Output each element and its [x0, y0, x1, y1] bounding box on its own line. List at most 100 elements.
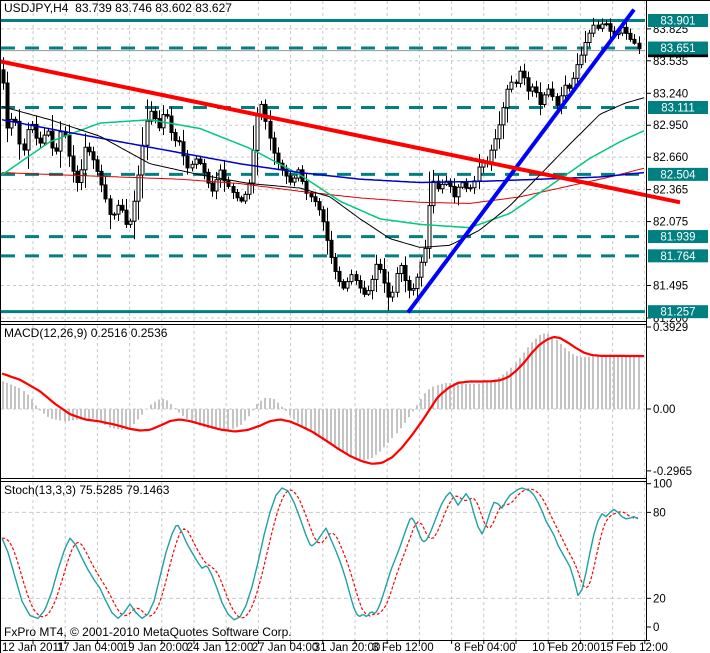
macd-histogram-bar — [117, 409, 119, 430]
macd-panel[interactable] — [1, 325, 645, 478]
macd-histogram-bar — [391, 409, 393, 439]
macd-histogram-bar — [461, 383, 463, 409]
candle-body — [239, 197, 244, 202]
macd-histogram-bar — [580, 357, 582, 409]
candle-body — [321, 209, 326, 223]
price-level-badge-label: 81.764 — [660, 251, 696, 263]
candle-body — [575, 64, 580, 79]
candle-body — [30, 123, 35, 131]
candle-body — [563, 84, 568, 97]
macd-histogram-bar — [273, 399, 275, 409]
candle-body — [17, 120, 22, 145]
price-axis-label: 82.075 — [653, 217, 688, 229]
candle-body — [149, 110, 154, 122]
macd-histogram-bar — [527, 347, 529, 409]
macd-histogram-bar — [289, 409, 291, 416]
macd-axis-label: 0.00 — [653, 404, 675, 416]
candle-body — [325, 221, 330, 241]
macd-histogram-bar — [31, 399, 33, 409]
macd-histogram-bar — [203, 409, 205, 428]
time-axis-label: 10 Feb 20:00 — [532, 642, 600, 653]
macd-histogram-bar — [256, 403, 258, 409]
price-level-badge-label: 81.257 — [660, 307, 695, 319]
macd-histogram-bar — [125, 409, 127, 429]
candle-body — [456, 186, 461, 198]
time-axis-label: 12 Jan 2011 — [2, 642, 64, 653]
macd-histogram-bar — [150, 404, 152, 409]
stoch-k-line — [1, 487, 639, 621]
macd-histogram-bar — [260, 400, 262, 409]
candle-body — [95, 159, 100, 172]
macd-histogram-bar — [605, 355, 607, 409]
macd-histogram-bar — [457, 383, 459, 409]
candle-body — [120, 204, 125, 211]
candle-body — [497, 124, 502, 140]
candle-body — [477, 166, 482, 182]
candle-body — [313, 196, 318, 203]
macd-histogram-bar — [27, 394, 29, 409]
macd-histogram-bar — [396, 409, 398, 434]
macd-histogram-bar — [236, 409, 238, 428]
macd-indicator-label: MACD(12,26,9) 0.2516 0.2536 — [4, 326, 168, 340]
descending-trendline — [0, 59, 681, 205]
macd-histogram-bar — [609, 354, 611, 409]
candle-body — [407, 280, 412, 291]
macd-histogram-bar — [547, 334, 549, 409]
macd-histogram-bar — [59, 409, 61, 421]
macd-histogram-bar — [588, 356, 590, 409]
price-panel[interactable] — [1, 1, 645, 321]
macd-histogram-bar — [109, 409, 111, 428]
candle-body — [452, 185, 457, 198]
macd-histogram-bar — [592, 356, 594, 409]
price-level-badge — [648, 167, 708, 181]
candle-body — [341, 281, 346, 289]
candle-body — [600, 23, 605, 29]
macd-histogram-bar — [174, 408, 176, 409]
macd-histogram-bar — [158, 399, 160, 409]
candle-body — [304, 180, 309, 194]
candle-body — [116, 204, 121, 215]
candle-body — [214, 179, 219, 192]
macd-histogram-bar — [47, 409, 49, 417]
candle-body — [440, 183, 445, 190]
price-level-badge-label: 82.504 — [660, 169, 696, 181]
macd-histogram-bar — [178, 409, 180, 413]
candle-body — [542, 94, 547, 106]
ma-blue-line — [1, 118, 645, 184]
macd-histogram-bar — [162, 398, 164, 409]
candle-body — [587, 32, 592, 43]
candle-body — [218, 169, 223, 181]
macd-histogram-bar — [285, 409, 287, 411]
candle-body — [194, 158, 199, 165]
stoch-panel[interactable] — [1, 482, 645, 640]
candle-body — [263, 103, 268, 122]
candle-body — [231, 185, 236, 193]
candle-body — [108, 198, 113, 215]
stoch-axis-label: 100 — [653, 479, 672, 491]
candle-body — [202, 163, 207, 173]
candle-body — [386, 282, 391, 298]
macd-histogram-bar — [154, 401, 156, 409]
candle-body — [222, 169, 227, 182]
price-axis-label: 83.535 — [653, 56, 688, 68]
candle-body — [460, 182, 465, 188]
macd-histogram-bar — [199, 409, 201, 426]
macd-histogram-bar — [232, 409, 234, 429]
macd-histogram-bar — [207, 409, 209, 429]
macd-histogram-bar — [166, 400, 168, 409]
candle-body — [522, 70, 527, 79]
candle-body — [161, 113, 166, 129]
candle-body — [530, 86, 535, 92]
ascending-trendline — [406, 8, 636, 314]
macd-histogram-bar — [342, 409, 344, 453]
candle-body — [190, 163, 195, 169]
macd-histogram-bar — [379, 409, 381, 452]
macd-histogram-bar — [76, 409, 78, 420]
macd-histogram-bar — [170, 404, 172, 409]
candle-body — [112, 213, 117, 216]
candle-body — [145, 120, 150, 146]
macd-histogram-bar — [18, 387, 20, 409]
macd-histogram-bar — [39, 409, 41, 411]
macd-histogram-bar — [453, 382, 455, 409]
